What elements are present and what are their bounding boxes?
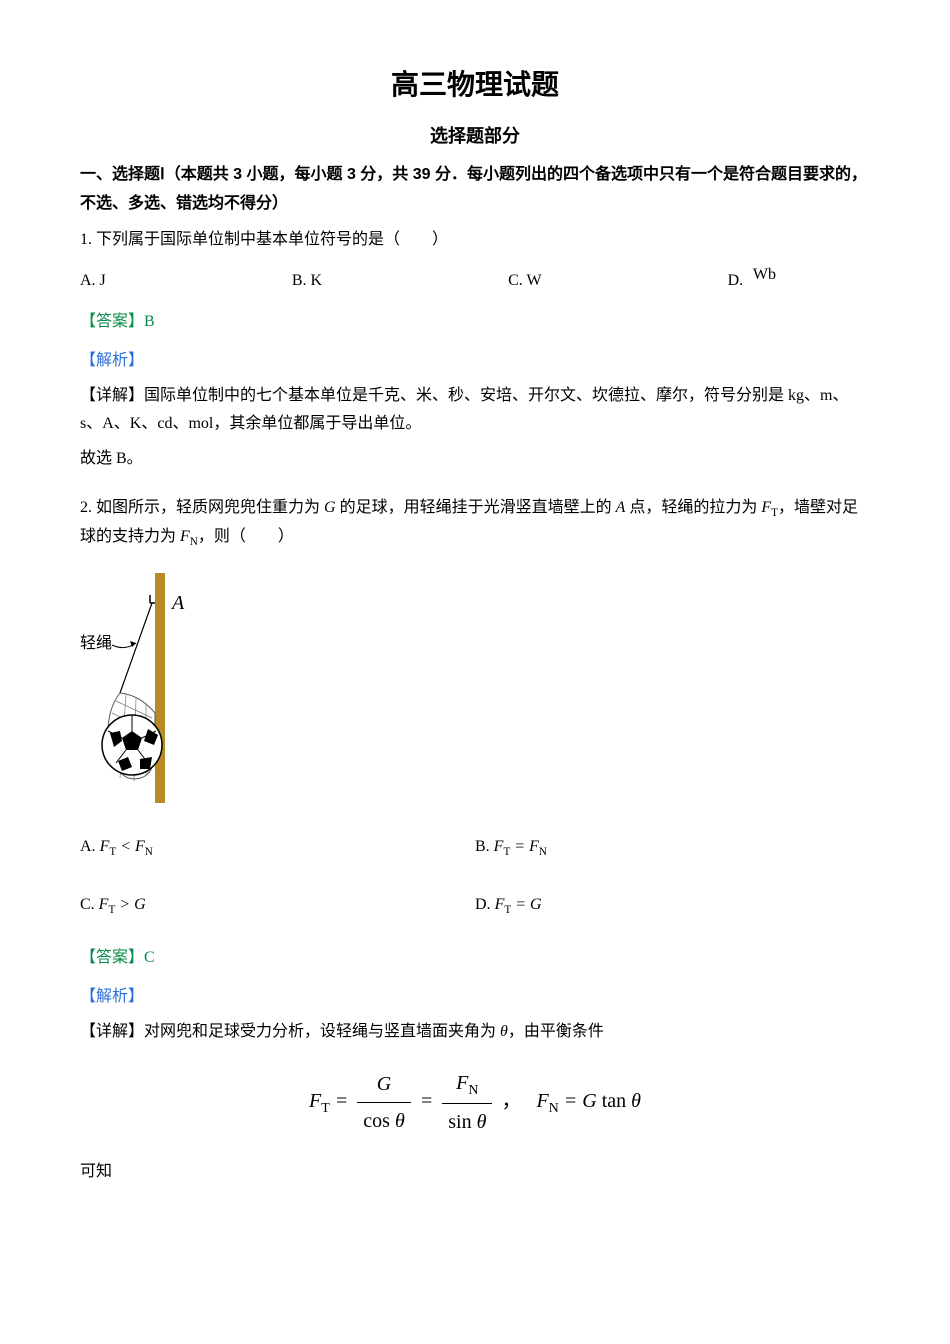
label-rope: 轻绳 (80, 634, 112, 652)
q2-answer: 【答案】C (80, 944, 870, 973)
q1-opt-d-prefix: D. (728, 272, 744, 289)
q2-opt-d: D. FT = G (475, 891, 870, 920)
page-title: 高三物理试题 (80, 60, 870, 110)
q2-stem-p2: 的足球，用轻绳挂于光滑竖直墙壁上的 (336, 499, 616, 516)
answer-label: 【答案】 (80, 313, 144, 330)
wall (155, 573, 165, 803)
q1-opt-d-symbol: Wb (753, 266, 776, 283)
q2-G: G (324, 499, 336, 516)
q2-stem: 2. 如图所示，轻质网兜兜住重力为 G 的足球，用轻绳挂于光滑竖直墙壁上的 A … (80, 494, 870, 553)
q2-A: A (616, 499, 626, 516)
q2-analysis-label: 【解析】 (80, 983, 870, 1012)
q2-options: A. FT < FN B. FT = FN C. FT > G D. FT = … (80, 833, 870, 920)
q1-opt-d: D. Wb (728, 267, 770, 296)
theta: θ (500, 1023, 508, 1040)
q2-opt-a: A. FT < FN (80, 833, 475, 862)
detail-label: 【详解】 (80, 1023, 144, 1040)
answer-label: 【答案】 (80, 949, 144, 966)
q1-answer: 【答案】B (80, 308, 870, 337)
q1-stem: 1. 下列属于国际单位制中基本单位符号的是（ ） (80, 226, 870, 255)
q2-stem-p1: 2. 如图所示，轻质网兜兜住重力为 (80, 499, 324, 516)
section-heading: 一、选择题Ⅰ（本题共 3 小题，每小题 3 分，共 39 分．每小题列出的四个备… (80, 161, 870, 219)
detail-label: 【详解】 (80, 387, 144, 404)
q2-formula: FT = G cos θ = FN sin θ ， FN = G tan θ (80, 1065, 870, 1140)
q1-opt-b: B. K (292, 267, 322, 296)
q2-closing: 可知 (80, 1158, 870, 1187)
q1-conclusion: 故选 B。 (80, 445, 870, 474)
detail-p2: ，由平衡条件 (508, 1023, 604, 1040)
q2-opt-c: C. FT > G (80, 891, 475, 920)
answer-value: B (144, 313, 155, 330)
q1-opt-c: C. W (508, 267, 541, 296)
q1-opt-a: A. J (80, 267, 106, 296)
q2-stem-p3: 点，轻绳的拉力为 (625, 499, 761, 516)
q2-diagram: A 轻绳 (80, 573, 870, 814)
q2-FN: FN (180, 528, 198, 545)
q1-options: A. J B. K C. W D. Wb (80, 267, 870, 296)
answer-value: C (144, 949, 155, 966)
section-subtitle: 选择题部分 (80, 120, 870, 152)
q2-FT: FT (761, 499, 778, 516)
q2-opt-b: B. FT = FN (475, 833, 870, 862)
q2-stem-p5: ，则（ ） (198, 528, 294, 545)
detail-text: 国际单位制中的七个基本单位是千克、米、秒、安培、开尔文、坎德拉、摩尔，符号分别是… (80, 387, 848, 433)
q1-detail: 【详解】国际单位制中的七个基本单位是千克、米、秒、安培、开尔文、坎德拉、摩尔，符… (80, 382, 870, 440)
q1-analysis-label: 【解析】 (80, 347, 870, 376)
detail-p1: 对网兜和足球受力分析，设轻绳与竖直墙面夹角为 (144, 1023, 500, 1040)
q2-detail: 【详解】对网兜和足球受力分析，设轻绳与竖直墙面夹角为 θ，由平衡条件 (80, 1018, 870, 1047)
rope-line (120, 603, 152, 693)
label-A: A (170, 592, 185, 614)
